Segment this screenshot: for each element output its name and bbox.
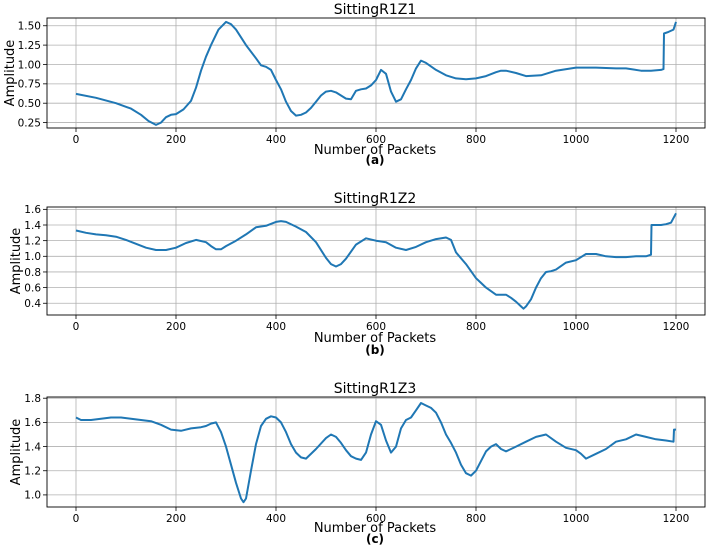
panel-c-y-axis-label: Amplitude bbox=[9, 419, 24, 486]
panel-c-title: SittingR1Z3 bbox=[334, 381, 417, 397]
panel-b-y-axis-label: Amplitude bbox=[9, 228, 24, 295]
panel-b-axes-frame bbox=[46, 206, 706, 316]
panel-b-y-tick-label: 1.4 bbox=[24, 220, 41, 232]
panel-a-y-ticks: 0.25 0.50 0.75 1.00 1.25 1.50 bbox=[18, 21, 705, 129]
panel-a-axes-frame bbox=[46, 17, 706, 129]
panel-a-y-tick-label: 0.25 bbox=[18, 117, 41, 129]
panel-a-x-axis-label: Number of Packets bbox=[314, 143, 437, 158]
panel-c-x-tick-label: 800 bbox=[466, 513, 486, 525]
panel-c: SittingR1Z3 1.0 1.2 1.4 1.6 1.8 0 200 400 600 80… bbox=[9, 381, 706, 546]
panel-a-x-ticks: 0 200 400 600 800 1000 1200 bbox=[73, 18, 690, 146]
panel-c-x-tick-label: 200 bbox=[166, 513, 186, 525]
panel-b-title: SittingR1Z2 bbox=[334, 191, 417, 207]
panel-b-series-line bbox=[75, 212, 677, 310]
panel-b-x-tick-label: 600 bbox=[366, 321, 386, 333]
panel-c-y-tick-label: 1.0 bbox=[24, 490, 41, 502]
panel-b-caption: (b) bbox=[365, 343, 385, 357]
panel-c-x-tick-label: 400 bbox=[266, 513, 286, 525]
panel-c-x-tick-label: 1200 bbox=[663, 513, 690, 525]
panel-b-y-tick-label: 0.6 bbox=[24, 282, 41, 294]
panel-c-y-ticks: 1.0 1.2 1.4 1.6 1.8 bbox=[24, 393, 705, 502]
panel-b-y-tick-label: 0.8 bbox=[24, 267, 41, 279]
panel-b-y-tick-label: 1.2 bbox=[24, 235, 41, 247]
panel-a: SittingR1Z1 0.25 0.50 0.75 1.00 1.25 1.50 0 20… bbox=[3, 2, 706, 167]
panel-a-x-tick-label: 400 bbox=[266, 134, 286, 146]
panel-a-y-tick-label: 1.25 bbox=[18, 40, 41, 52]
panel-b-y-tick-label: 1.0 bbox=[24, 251, 41, 263]
panel-b-x-tick-label: 200 bbox=[166, 321, 186, 333]
panel-a-title: SittingR1Z1 bbox=[334, 2, 417, 18]
panel-a-x-tick-label: 0 bbox=[73, 134, 80, 146]
panel-c-x-tick-label: 600 bbox=[366, 513, 386, 525]
panel-b-x-axis-label: Number of Packets bbox=[314, 331, 437, 346]
panel-b-y-ticks: 0.4 0.6 0.8 1.0 1.2 1.4 1.6 bbox=[24, 204, 705, 310]
panel-a-series-line bbox=[75, 20, 677, 126]
panel-a-x-tick-label: 1200 bbox=[663, 134, 690, 146]
panel-c-y-tick-label: 1.4 bbox=[24, 441, 41, 453]
panel-a-y-tick-label: 0.75 bbox=[18, 79, 41, 91]
panel-a-x-tick-label: 1000 bbox=[563, 134, 590, 146]
panel-c-y-tick-label: 1.2 bbox=[24, 466, 41, 478]
panel-a-y-tick-label: 1.50 bbox=[18, 21, 41, 33]
panel-b-x-tick-label: 1000 bbox=[563, 321, 590, 333]
panel-a-x-tick-label: 600 bbox=[366, 134, 386, 146]
panel-a-y-tick-label: 0.50 bbox=[18, 98, 41, 110]
panel-c-x-ticks: 0 200 400 600 800 1000 1200 bbox=[73, 397, 690, 525]
panel-c-x-tick-label: 1000 bbox=[563, 513, 590, 525]
panel-b-x-tick-label: 1200 bbox=[663, 321, 690, 333]
panel-b-y-tick-label: 1.6 bbox=[24, 204, 41, 216]
panel-b-x-tick-label: 0 bbox=[73, 321, 80, 333]
panel-c-y-tick-label: 1.6 bbox=[24, 417, 41, 429]
panel-a-caption: (a) bbox=[365, 153, 384, 167]
panel-c-series-line bbox=[75, 402, 676, 504]
panel-b: SittingR1Z2 0.4 0.6 0.8 1.0 1.2 1.4 1.6 0 200 40… bbox=[9, 191, 706, 357]
panel-a-y-axis-label: Amplitude bbox=[3, 40, 18, 107]
panel-b-y-tick-label: 0.4 bbox=[24, 298, 41, 310]
panel-a-x-tick-label: 800 bbox=[466, 134, 486, 146]
panel-b-x-tick-label: 400 bbox=[266, 321, 286, 333]
panel-a-x-tick-label: 200 bbox=[166, 134, 186, 146]
panel-b-x-ticks: 0 200 400 600 800 1000 1200 bbox=[73, 207, 690, 333]
panel-c-x-tick-label: 0 bbox=[73, 513, 80, 525]
panel-c-caption: (c) bbox=[366, 532, 384, 546]
panel-c-y-tick-label: 1.8 bbox=[24, 393, 41, 405]
panel-b-x-tick-label: 800 bbox=[466, 321, 486, 333]
panel-c-x-axis-label: Number of Packets bbox=[314, 521, 437, 536]
panel-a-y-tick-label: 1.00 bbox=[18, 59, 41, 71]
panel-c-axes-frame bbox=[46, 396, 706, 508]
